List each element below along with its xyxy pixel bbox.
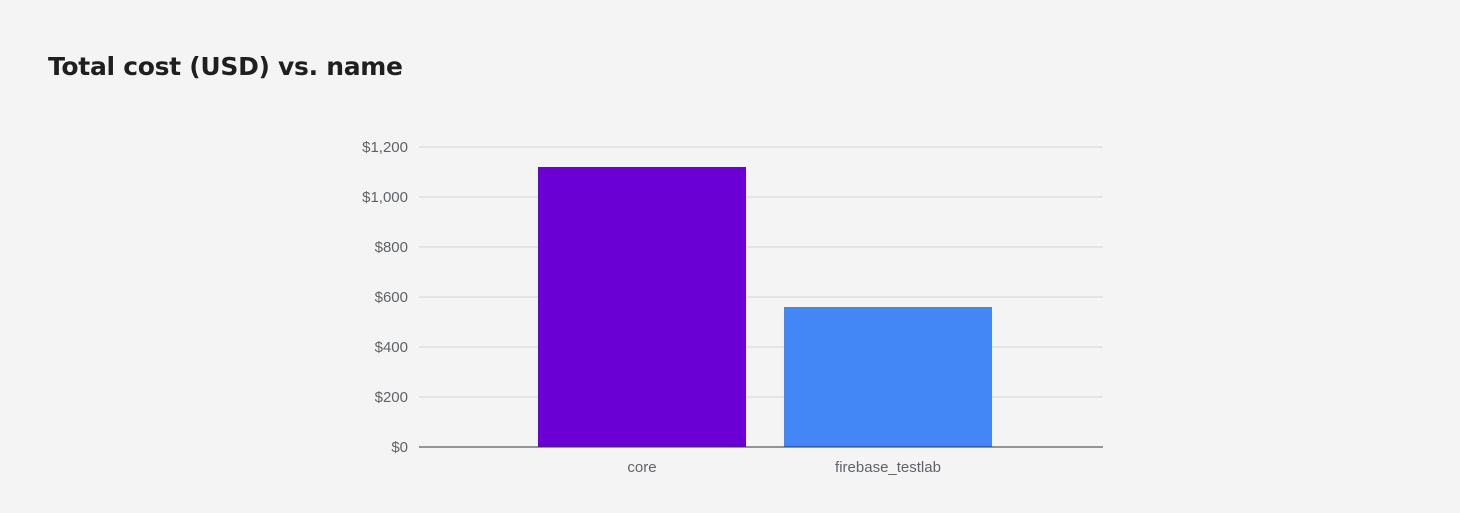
y-tick-label: $200 — [375, 389, 408, 406]
y-tick-label: $800 — [375, 239, 408, 256]
x-tick-label: core — [627, 459, 656, 476]
y-tick-label: $1,000 — [362, 189, 408, 206]
y-tick-label: $0 — [391, 439, 408, 456]
x-axis-ticks: core firebase_testlab — [627, 459, 941, 476]
bars — [538, 167, 992, 447]
bar-firebase-testlab — [784, 307, 992, 447]
y-tick-label: $600 — [375, 289, 408, 306]
y-tick-label: $400 — [375, 339, 408, 356]
chart-title: Total cost (USD) vs. name — [48, 52, 403, 81]
bar-core — [538, 167, 746, 447]
y-tick-label: $1,200 — [362, 139, 408, 156]
gridlines — [419, 146, 1103, 398]
x-tick-label: firebase_testlab — [835, 459, 941, 476]
y-axis-ticks: $0 $200 $400 $600 $800 $1,000 $1,200 — [362, 139, 408, 456]
